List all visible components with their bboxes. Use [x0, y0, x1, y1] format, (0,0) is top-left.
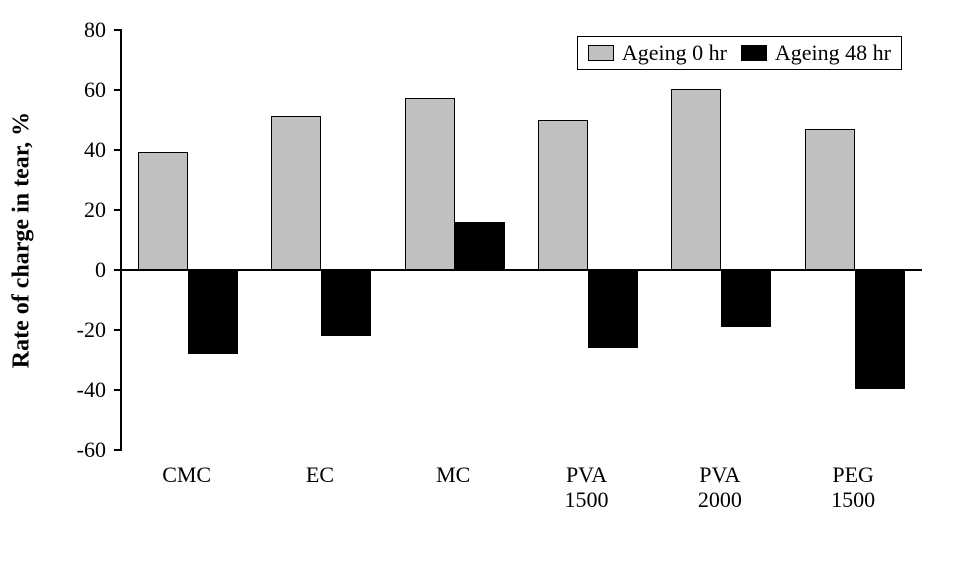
chart-container: Rate of charge in tear, % Ageing 0 hrAge… [0, 0, 962, 568]
bar-ageing-0-hr [538, 120, 588, 270]
y-tick-label: 40 [46, 137, 106, 163]
zero-axis-line [122, 269, 922, 271]
bar-ageing-48-hr [855, 270, 905, 389]
y-tick [114, 149, 122, 151]
bar-ageing-0-hr [138, 152, 188, 271]
y-tick-label: -60 [46, 437, 106, 463]
legend: Ageing 0 hr Ageing 48 hr [577, 36, 902, 70]
bar-ageing-0-hr [671, 89, 721, 271]
y-tick-label: -20 [46, 317, 106, 343]
category-label: PVA 2000 [653, 462, 786, 513]
y-tick [114, 329, 122, 331]
plot-area [120, 30, 922, 450]
bar-ageing-0-hr [405, 98, 455, 271]
legend-item: Ageing 0 hr [588, 40, 727, 66]
bar-ageing-48-hr [721, 270, 771, 327]
bar-ageing-0-hr [805, 129, 855, 270]
y-tick [114, 389, 122, 391]
y-tick-label: 60 [46, 77, 106, 103]
y-tick [114, 29, 122, 31]
category-label: CMC [120, 462, 253, 487]
bar-ageing-48-hr [321, 270, 371, 336]
y-tick [114, 449, 122, 451]
legend-label: Ageing 48 hr [775, 40, 891, 66]
y-tick [114, 209, 122, 211]
legend-item: Ageing 48 hr [741, 40, 891, 66]
bar-ageing-0-hr [271, 116, 321, 271]
category-label: PEG 1500 [787, 462, 920, 513]
y-axis-title: Rate of charge in tear, % [9, 112, 36, 368]
y-tick [114, 89, 122, 91]
legend-swatch [588, 45, 614, 61]
bar-ageing-48-hr [188, 270, 238, 354]
bar-ageing-48-hr [588, 270, 638, 348]
y-tick [114, 269, 122, 271]
category-label: PVA 1500 [520, 462, 653, 513]
legend-label: Ageing 0 hr [622, 40, 727, 66]
bar-ageing-48-hr [455, 222, 505, 270]
y-tick-label: 0 [46, 257, 106, 283]
category-label: MC [387, 462, 520, 487]
y-tick-label: 80 [46, 17, 106, 43]
category-label: EC [253, 462, 386, 487]
legend-swatch [741, 45, 767, 61]
y-tick-label: 20 [46, 197, 106, 223]
y-tick-label: -40 [46, 377, 106, 403]
